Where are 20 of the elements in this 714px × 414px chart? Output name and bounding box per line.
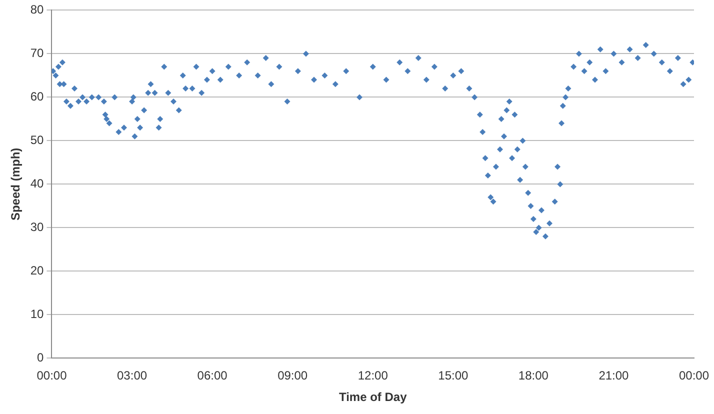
x-tick-label: 12:00: [358, 368, 388, 383]
x-tick-label: 03:00: [117, 368, 148, 383]
y-tick-label: 80: [30, 2, 44, 17]
x-tick-label: 09:00: [278, 368, 308, 383]
x-tick-label: 21:00: [598, 368, 630, 383]
y-tick-label: 0: [37, 350, 44, 365]
y-tick-label: 20: [30, 264, 44, 278]
x-tick-label: 00:00: [36, 368, 68, 383]
x-tick-label: 15:00: [438, 368, 468, 383]
y-tick-label: 10: [30, 307, 44, 322]
y-tick-label: 30: [30, 220, 44, 234]
x-tick-label: 00:00: [678, 368, 710, 383]
y-axis-title: Speed (mph): [8, 148, 23, 221]
x-axis-title: Time of Day: [338, 390, 408, 404]
x-tick-label: 06:00: [197, 368, 228, 383]
y-tick-label: 70: [30, 46, 44, 60]
y-tick-label: 60: [30, 90, 44, 104]
y-tick-label: 50: [30, 133, 44, 148]
y-tick-label: 40: [30, 176, 44, 191]
x-tick-label: 18:00: [518, 368, 549, 383]
